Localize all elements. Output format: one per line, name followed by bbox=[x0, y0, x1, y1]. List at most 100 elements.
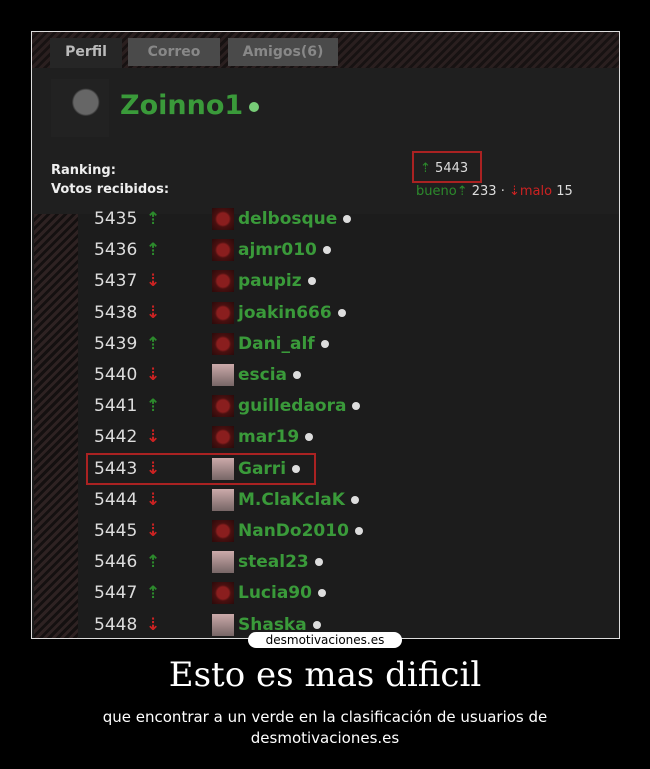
status-dot-icon bbox=[337, 308, 346, 317]
username-heading: Zoinno1 bbox=[120, 90, 260, 121]
user-link[interactable]: Garri bbox=[238, 455, 301, 483]
bad-count: 15 bbox=[556, 184, 573, 199]
list-item: 5448 ⇣ Shaska bbox=[80, 611, 380, 638]
list-item: 5447 ⇡ Lucia90 bbox=[80, 579, 380, 607]
profile-panel bbox=[32, 68, 619, 214]
list-item: 5440 ⇣ escia bbox=[80, 361, 380, 389]
user-avatar bbox=[212, 426, 234, 449]
username: Dani_alf bbox=[238, 333, 315, 354]
arrow-up-icon: ⇡ bbox=[456, 184, 468, 199]
list-item: 5438 ⇣ joakin666 bbox=[80, 299, 380, 327]
user-link[interactable]: joakin666 bbox=[238, 299, 346, 327]
rank-number: 5438 bbox=[94, 302, 138, 323]
status-dot-icon bbox=[307, 277, 316, 286]
username: steal23 bbox=[238, 552, 309, 573]
arrow-up-icon: ⇡ bbox=[420, 161, 431, 176]
username: mar19 bbox=[238, 427, 300, 448]
rank-number: 5437 bbox=[94, 271, 138, 292]
user-link[interactable]: NanDo2010 bbox=[238, 517, 363, 545]
tab-amigos[interactable]: Amigos(6) bbox=[228, 38, 338, 66]
rank-number: 5440 bbox=[94, 365, 138, 385]
list-item: 5444 ⇣ M.ClaKclaK bbox=[80, 486, 380, 514]
rank-number: 5441 bbox=[94, 396, 138, 417]
votes-summary: bueno⇡ 233 · ⇣malo 15 bbox=[416, 184, 573, 199]
user-avatar bbox=[51, 79, 109, 137]
user-link[interactable]: Shaska bbox=[238, 611, 321, 638]
arrow-down-icon: ⇣ bbox=[146, 427, 161, 448]
caption-subtitle: que encontrar a un verde en la clasifica… bbox=[102, 708, 548, 747]
separator: · bbox=[500, 184, 505, 199]
username: paupiz bbox=[238, 271, 302, 292]
user-link[interactable]: guilledaora bbox=[238, 392, 361, 420]
rank-number: 5446 bbox=[94, 552, 138, 573]
rank-number: 5436 bbox=[94, 240, 138, 261]
user-link[interactable]: delbosque bbox=[238, 205, 352, 233]
tab-perfil[interactable]: Perfil bbox=[50, 38, 122, 70]
list-item: 5437 ⇣ paupiz bbox=[80, 267, 380, 295]
ranking-value-box: ⇡ 5443 bbox=[412, 151, 482, 183]
user-link[interactable]: mar19 bbox=[238, 423, 314, 451]
arrow-up-icon: ⇡ bbox=[146, 209, 161, 229]
rank-number: 5448 bbox=[94, 614, 138, 635]
rank-number: 5447 bbox=[94, 583, 138, 604]
user-link[interactable]: Dani_alf bbox=[238, 330, 329, 358]
username: ajmr010 bbox=[238, 240, 317, 261]
list-item: 5436 ⇡ ajmr010 bbox=[80, 236, 380, 264]
user-avatar bbox=[212, 270, 234, 293]
list-item: 5445 ⇣ NanDo2010 bbox=[80, 517, 380, 545]
username: Zoinno1 bbox=[120, 90, 244, 121]
list-item: 5443 ⇣ Garri bbox=[80, 455, 380, 483]
arrow-down-icon: ⇣ bbox=[146, 458, 161, 479]
status-dot-icon bbox=[320, 339, 329, 348]
rank-number: 5445 bbox=[94, 521, 138, 541]
user-avatar bbox=[212, 208, 234, 230]
user-avatar bbox=[212, 520, 234, 542]
arrow-up-icon: ⇡ bbox=[146, 552, 161, 573]
watermark-logo: desmotivaciones.es bbox=[248, 632, 402, 648]
arrow-down-icon: ⇣ bbox=[146, 489, 161, 510]
arrow-down-icon: ⇣ bbox=[508, 184, 520, 199]
profile-screenshot: Perfil Correo Amigos(6) Zoinno1 Ranking:… bbox=[31, 31, 620, 639]
user-link[interactable]: ajmr010 bbox=[238, 236, 331, 264]
arrow-down-icon: ⇣ bbox=[146, 271, 161, 292]
user-avatar bbox=[212, 395, 234, 418]
votes-label: Votos recibidos: bbox=[51, 182, 170, 197]
arrow-down-icon: ⇣ bbox=[146, 365, 161, 385]
status-dot-icon bbox=[292, 464, 301, 473]
user-link[interactable]: escia bbox=[238, 361, 302, 389]
ranking-label: Ranking: bbox=[51, 163, 116, 178]
user-link[interactable]: paupiz bbox=[238, 267, 316, 295]
user-avatar bbox=[212, 488, 234, 511]
rank-number: 5442 bbox=[94, 427, 138, 448]
arrow-up-icon: ⇡ bbox=[146, 333, 161, 354]
status-dot-icon bbox=[305, 433, 314, 442]
rank-number: 5435 bbox=[94, 209, 138, 229]
list-item: 5446 ⇡ steal23 bbox=[80, 548, 380, 576]
list-item: 5442 ⇣ mar19 bbox=[80, 423, 380, 451]
username: guilledaora bbox=[238, 396, 347, 417]
rank-number: 5444 bbox=[94, 489, 138, 510]
good-label: bueno bbox=[416, 184, 457, 199]
user-link[interactable]: Lucia90 bbox=[238, 579, 326, 607]
username: delbosque bbox=[238, 209, 338, 229]
caption-title: Esto es mas dificil bbox=[168, 655, 482, 695]
list-item: 5439 ⇡ Dani_alf bbox=[80, 330, 380, 358]
arrow-down-icon: ⇣ bbox=[146, 521, 161, 541]
username: Shaska bbox=[238, 614, 307, 635]
user-avatar bbox=[212, 582, 234, 605]
arrow-down-icon: ⇣ bbox=[146, 614, 161, 635]
tab-bar: Perfil Correo Amigos(6) bbox=[32, 32, 619, 70]
status-dot-icon bbox=[314, 558, 323, 567]
user-avatar bbox=[212, 457, 234, 480]
status-dot-icon bbox=[293, 371, 302, 379]
status-dot-icon bbox=[350, 495, 359, 504]
username: M.ClaKclaK bbox=[238, 489, 345, 510]
tab-correo[interactable]: Correo bbox=[128, 38, 220, 66]
bad-label: malo bbox=[519, 184, 553, 199]
username: escia bbox=[238, 365, 288, 385]
user-link[interactable]: steal23 bbox=[238, 548, 323, 576]
status-dot-icon bbox=[354, 527, 363, 535]
user-link[interactable]: M.ClaKclaK bbox=[238, 486, 359, 514]
user-avatar bbox=[212, 301, 234, 324]
username: Garri bbox=[238, 458, 287, 479]
